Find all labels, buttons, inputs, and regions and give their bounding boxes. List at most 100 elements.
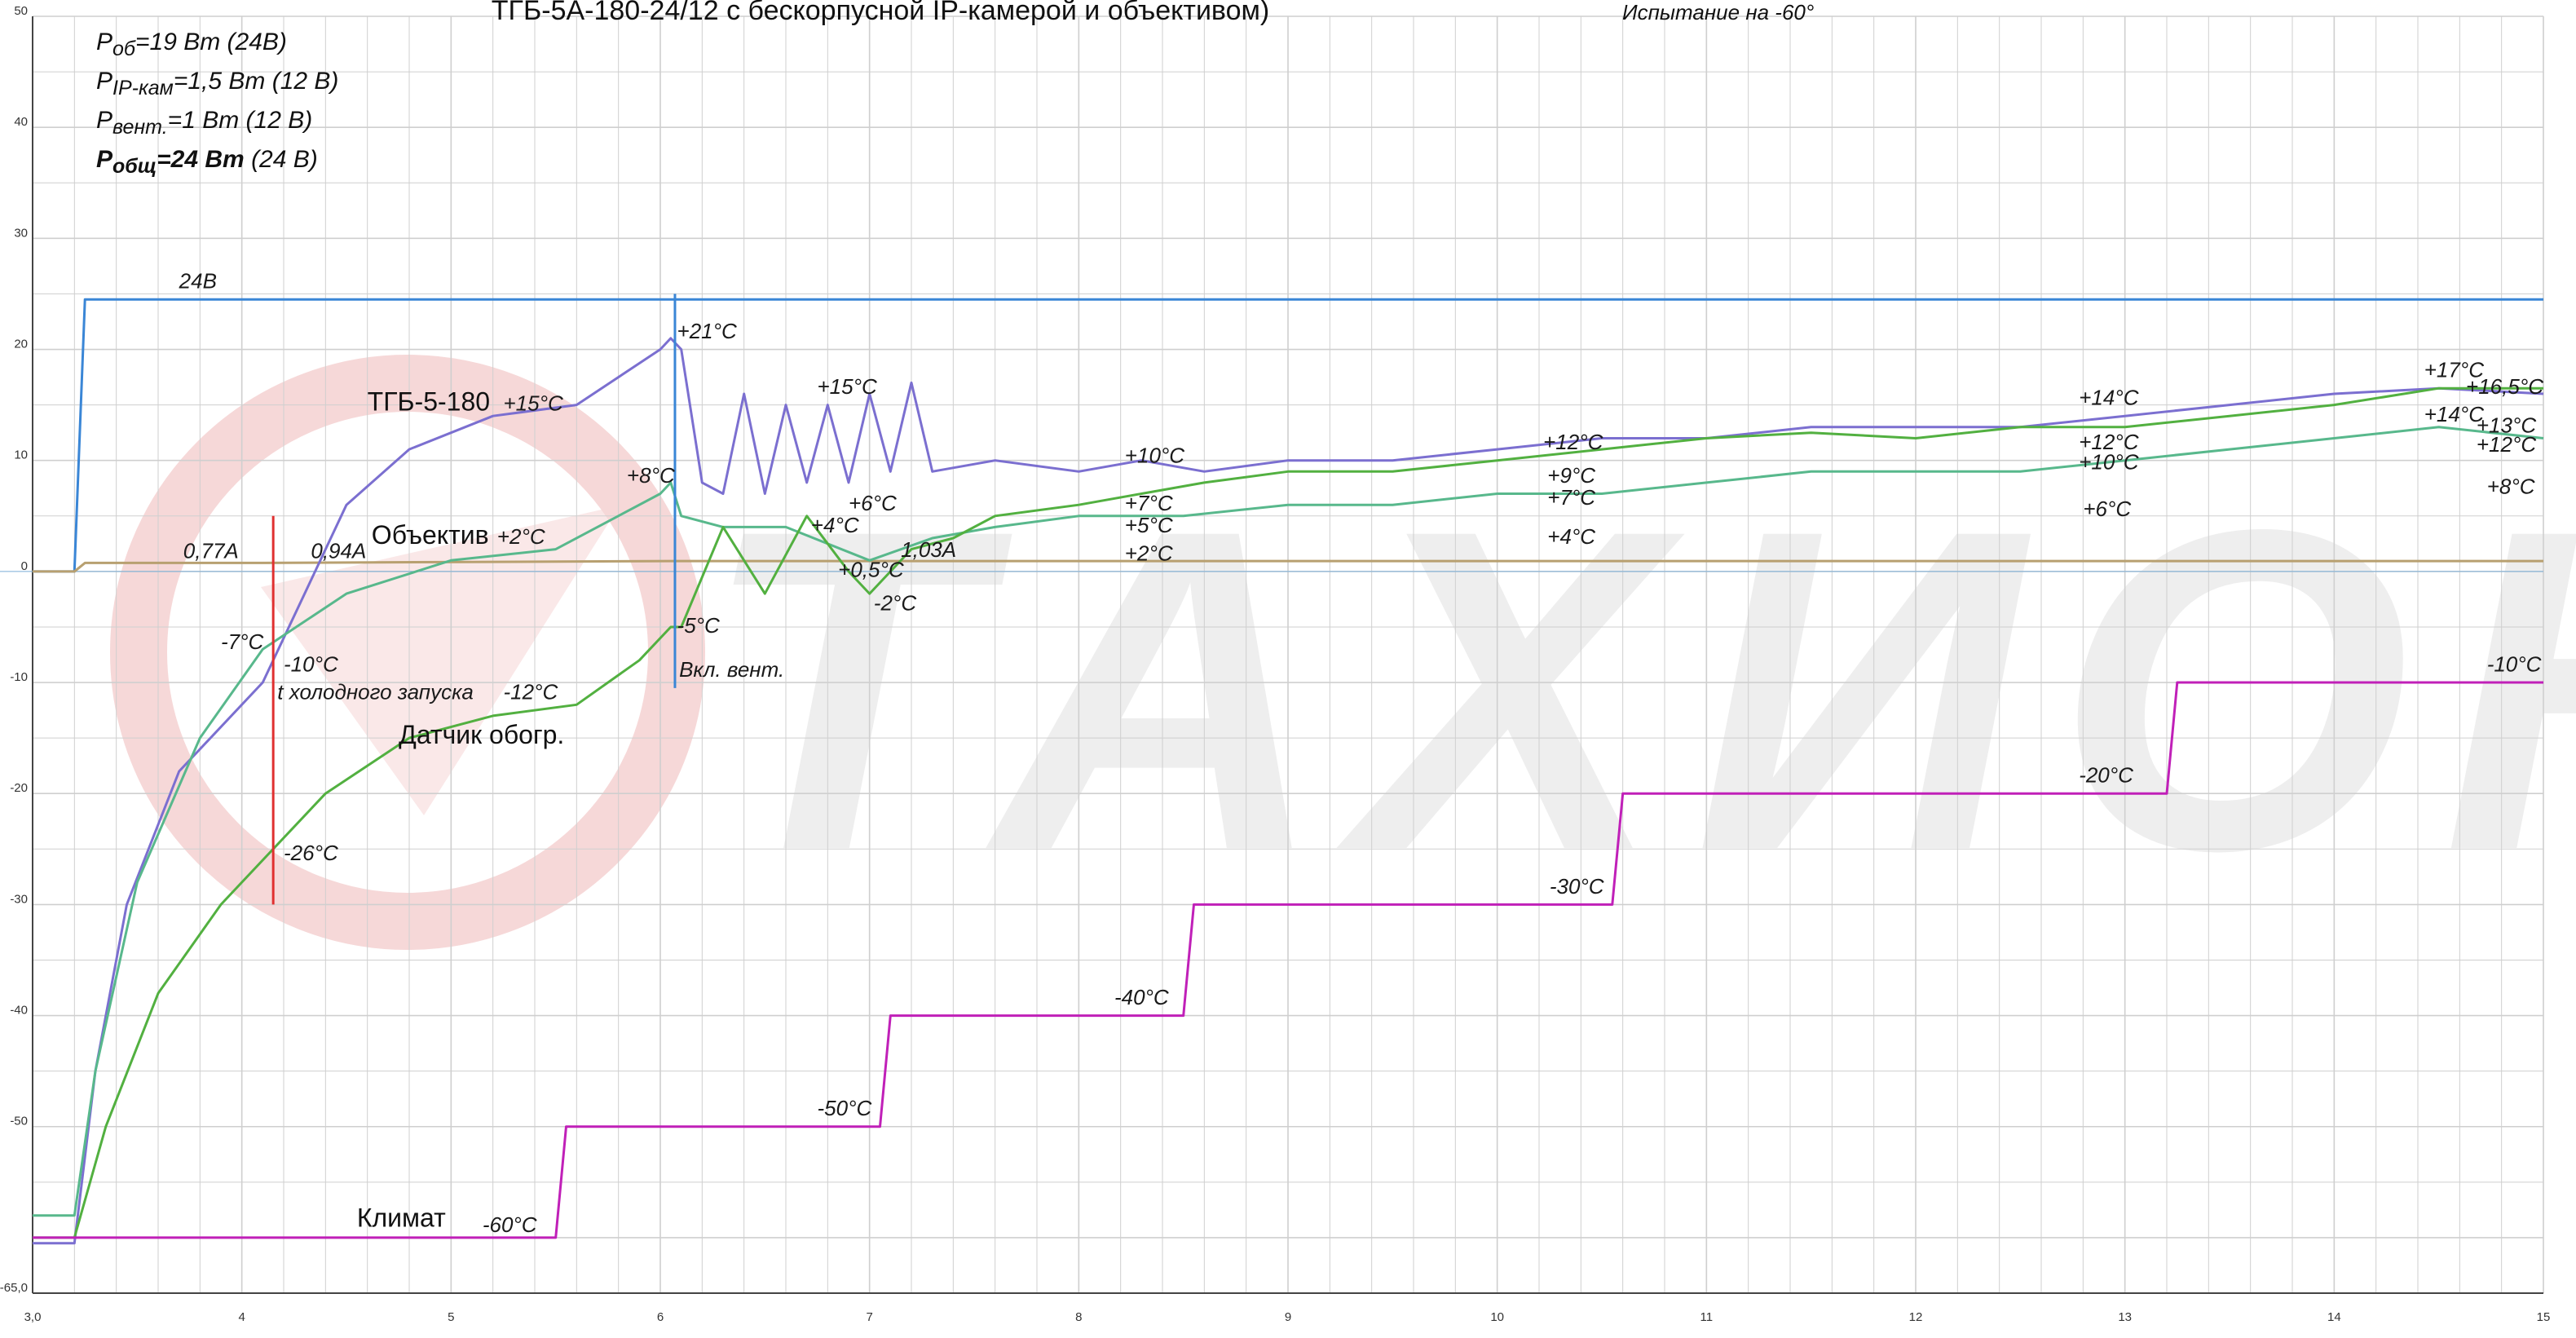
power-subscript: вент. (112, 116, 168, 139)
annotation-label: +2°C (497, 524, 545, 549)
x-tick-label: 14 (2327, 1310, 2341, 1324)
x-tick-label: 5 (448, 1310, 454, 1324)
power-line-total: Pобщ=24 Вт (24 В) (96, 144, 338, 183)
annotation-label: +8°C (2487, 475, 2535, 499)
power-line-lens: Pоб=19 Вт (24В) (96, 26, 338, 65)
annotation-label: +10°C (1125, 443, 1185, 467)
chart-grid (32, 15, 2544, 1293)
power-subscript: IP-кам (112, 77, 174, 99)
y-tick-label: 40 (14, 115, 28, 129)
x-tick-label: 12 (1909, 1310, 1923, 1324)
annotation-label: +4°C (1547, 524, 1595, 549)
annotation-label: 24В (179, 269, 217, 294)
power-symbol: P (96, 68, 113, 95)
y-tick-label: 0 (21, 559, 28, 573)
watermark-logo-ring (110, 355, 705, 950)
annotation-label: +4°C (811, 513, 859, 537)
y-tick-label: -50 (10, 1115, 28, 1128)
power-symbol: P (96, 107, 113, 134)
annotation-label: ТГБ-5-180 (368, 386, 490, 416)
annotation-label: +12°C (2079, 430, 2139, 454)
x-tick-label: 13 (2118, 1310, 2132, 1324)
annotation-label: +12°C (2477, 432, 2537, 457)
annotation-label: +13°C (2477, 413, 2537, 438)
annotation-label: +7°C (1125, 491, 1173, 515)
annotation-label: Объектив (372, 520, 489, 550)
annotation-label: -12°C (504, 679, 558, 704)
annotation-label: -2°C (874, 591, 917, 616)
annotation-label: +9°C (1547, 463, 1595, 488)
x-tick-label: 7 (866, 1310, 872, 1324)
annotation-label: 1,03A (901, 537, 956, 562)
chart-title: ТГБ-5А-180-24/12 с бескорпусной IP-камер… (492, 0, 1269, 26)
annotation-label: +7°C (1547, 485, 1595, 510)
watermark-text: ТАХИОН (701, 435, 2576, 945)
annotation-label: +10°C (2079, 450, 2139, 475)
y-tick-label: 50 (14, 4, 28, 18)
power-line-ipcam: PIP-кам=1,5 Вт (12 В) (96, 65, 338, 104)
x-tick-label: 3,0 (24, 1310, 42, 1324)
annotation-label: -20°C (2079, 763, 2133, 788)
annotation-label: +21°C (677, 319, 738, 343)
annotation-label: +14°C (2079, 386, 2139, 410)
annotation-label: Вкл. вент. (679, 657, 784, 682)
power-line-fan: Pвент.=1 Вт (12 В) (96, 104, 338, 144)
annotation-label: -10°C (284, 651, 338, 676)
annotation-label: +14°C (2424, 402, 2485, 426)
annotation-label: +15°C (504, 391, 564, 415)
power-symbol: P (96, 29, 113, 55)
y-tick-label: 30 (14, 226, 28, 240)
power-voltage: (12 В) (239, 107, 313, 134)
annotation-label: -26°C (284, 841, 338, 865)
annotation-label: +12°C (1543, 430, 1603, 454)
chart-markers (271, 294, 677, 905)
x-tick-label: 6 (657, 1310, 664, 1324)
annotation-label: +5°C (1125, 513, 1173, 537)
series-line-датчик-обогр- (33, 386, 2543, 1239)
y-tick-label: 10 (14, 448, 28, 462)
power-symbol: P (96, 146, 113, 173)
series-line-current (33, 559, 2543, 573)
annotation-label: +6°C (2083, 497, 2131, 521)
watermark-logo-mark (261, 506, 620, 815)
annotation-label: +0,5°C (838, 558, 904, 582)
x-tick-label: 15 (2537, 1310, 2551, 1324)
y-tick-label: 20 (14, 338, 28, 351)
y-tick-label: -20 (10, 781, 28, 795)
annotation-label: -30°C (1550, 874, 1604, 899)
power-value: =1,5 Вт (173, 68, 266, 95)
y-tick-label: -10 (10, 670, 28, 684)
power-subscript: об (112, 38, 135, 60)
y-tick-label: -40 (10, 1004, 28, 1018)
annotation-label: +15°C (818, 374, 878, 399)
annotation-label: 0,77A (183, 539, 239, 563)
power-legend: Pоб=19 Вт (24В) PIP-кам=1,5 Вт (12 В) Pв… (96, 26, 338, 183)
x-tick-label: 9 (1285, 1310, 1291, 1324)
y-tick-label: -65,0 (0, 1281, 28, 1295)
annotation-label: 0,94A (311, 539, 366, 563)
power-value: =1 Вт (167, 107, 240, 134)
series-line-тгб-5-180 (33, 337, 2544, 1245)
power-value: =24 Вт (157, 146, 245, 173)
x-tick-label: 4 (238, 1310, 245, 1324)
annotation-label: -10°C (2487, 651, 2542, 676)
annotation-label: -7°C (221, 629, 264, 654)
power-voltage: (24 В) (244, 146, 318, 173)
chart-axes: 50 40 30 20 10 0 -10 -20 -30 -40 -50 -65,0 3,0 4 5 6 7 8 9… (0, 4, 2550, 1324)
annotation-label: +16,5°C (2466, 374, 2543, 399)
annotation-label: -5°C (677, 613, 721, 638)
chart-series (33, 298, 2544, 1245)
y-tick-label: -30 (10, 892, 28, 906)
annotation-label: -40°C (1114, 985, 1169, 1009)
watermark: ТАХИОН (110, 355, 2576, 950)
power-voltage: (12 В) (265, 68, 339, 95)
series-line-климат (33, 681, 2543, 1239)
annotation-label: +6°C (849, 491, 897, 515)
annotation-label: +17°C (2424, 358, 2485, 382)
power-value: =19 Вт (135, 29, 221, 55)
chart-subtitle: Испытание на -60° (1622, 0, 1814, 24)
x-tick-label: 11 (1700, 1310, 1714, 1324)
power-subscript: общ (112, 155, 157, 178)
annotation-label: +2°C (1125, 541, 1173, 565)
